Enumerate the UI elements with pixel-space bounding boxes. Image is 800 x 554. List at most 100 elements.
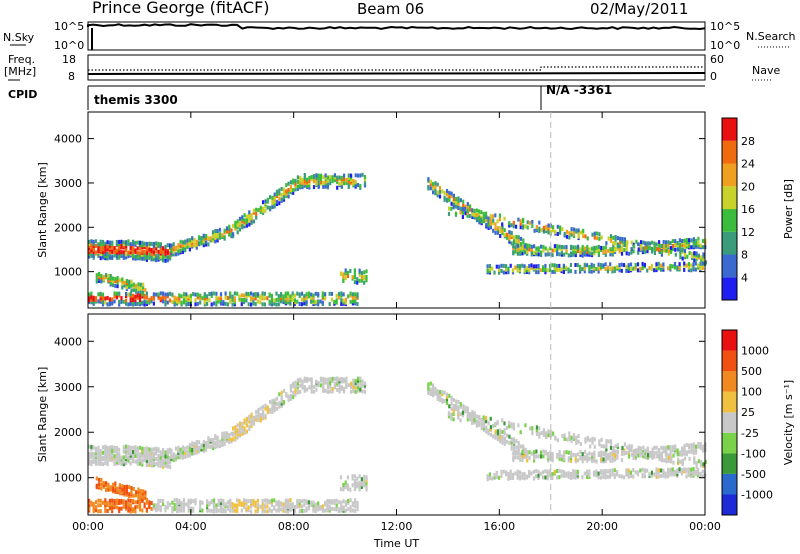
data-cell-1593: [584, 439, 587, 444]
data-cell-247: [172, 458, 175, 463]
data-cell-973: [291, 291, 294, 296]
data-cell-616: [105, 481, 108, 486]
data-cell-1682: [695, 464, 698, 469]
data-cell-1348: [590, 452, 594, 457]
data-cell-599: [95, 279, 98, 284]
data-cell-1518: [512, 220, 515, 225]
data-cell-1748: [542, 265, 545, 270]
data-cell-490: [301, 177, 304, 182]
data-cell-331: [216, 435, 219, 440]
data-cell-62: [106, 240, 109, 245]
data-cell-1568: [563, 231, 566, 236]
data-cell-429: [266, 405, 269, 410]
data-cell-919: [247, 499, 250, 504]
data-cell-419: [266, 205, 269, 210]
data-cell-408: [257, 418, 260, 423]
data-cell-1591: [586, 236, 589, 241]
data-cell-1441: [681, 242, 684, 247]
data-cell-283: [191, 448, 194, 452]
data-cell-1127: [448, 404, 451, 409]
data-cell-1592: [579, 442, 582, 446]
data-cell-1453: [688, 244, 691, 249]
data-cell-834: [196, 301, 199, 306]
data-cell-390: [248, 218, 251, 223]
data-cell-1705: [500, 269, 503, 273]
data-cell-8: [90, 459, 93, 464]
data-cell-1334: [595, 248, 598, 252]
data-cell-1376: [609, 451, 612, 456]
data-cell-1604: [609, 234, 613, 239]
data-cell-1753: [549, 268, 552, 273]
data-cell-733: [120, 506, 123, 511]
data-cell-421: [266, 197, 269, 202]
data-cell-370: [236, 423, 239, 428]
data-cell-1211: [499, 431, 502, 436]
data-cell-872: [224, 301, 227, 306]
data-cell-460: [285, 391, 288, 396]
data-cell-1946: [360, 477, 363, 482]
data-cell-1848: [643, 262, 646, 267]
data-cell-1634: [642, 240, 645, 245]
data-cell-355: [228, 224, 231, 229]
data-cell-1874: [676, 265, 679, 270]
data-cell-700: [97, 498, 100, 503]
data-cell-510: [315, 383, 318, 388]
data-cell-1849: [650, 470, 653, 475]
data-cell-531: [324, 184, 327, 189]
data-cell-397: [250, 421, 253, 426]
data-cell-581: [354, 383, 357, 388]
data-cell-857: [212, 291, 216, 296]
data-cell-1914: [339, 487, 343, 492]
data-cell-11: [90, 451, 93, 456]
data-cell-120: [127, 447, 130, 452]
data-cell-483: [296, 381, 299, 386]
data-cell-1123: [464, 211, 467, 216]
data-cell-708: [108, 297, 111, 302]
data-cell-880: [229, 294, 232, 299]
data-cell-64: [108, 254, 111, 259]
data-cell-1752: [551, 476, 554, 481]
data-cell-178: [145, 253, 148, 258]
data-cell-1238: [515, 439, 518, 443]
data-cell-1077: [349, 505, 352, 510]
data-cell-1556: [538, 431, 541, 436]
data-cell-945: [275, 291, 278, 296]
data-cell-464: [289, 396, 292, 401]
data-cell-675: [88, 298, 91, 303]
data-cell-1814: [609, 262, 612, 267]
data-cell-134: [134, 459, 137, 464]
data-cell-1257: [514, 451, 517, 456]
data-cell-1664: [670, 459, 673, 464]
data-cell-1645: [646, 447, 650, 452]
data-cell-736: [122, 504, 125, 509]
data-cell-724: [122, 299, 125, 304]
data-cell-1337: [583, 455, 587, 460]
data-cell-1831: [627, 266, 630, 271]
data-cell-881: [224, 504, 227, 509]
data-cell-1268: [549, 246, 552, 251]
power-colorbar-tick-2: 12: [741, 226, 755, 239]
data-cell-1829: [625, 264, 628, 269]
data-cell-1455: [688, 240, 691, 245]
data-cell-1279: [558, 244, 561, 249]
data-cell-26: [94, 239, 98, 244]
data-cell-1314: [581, 247, 584, 252]
data-cell-1056: [335, 503, 338, 508]
data-cell-383: [243, 218, 246, 223]
data-cell-1038: [324, 500, 327, 505]
data-cell-584: [356, 388, 360, 393]
data-cell-929: [254, 504, 257, 509]
data-cell-1676: [693, 251, 696, 256]
data-cell-955: [282, 297, 285, 302]
data-cell-177: [148, 457, 151, 462]
data-cell-971: [291, 297, 294, 302]
data-cell-1448: [669, 445, 672, 450]
data-cell-394: [248, 210, 251, 215]
data-cell-1772: [572, 475, 575, 480]
data-cell-943: [263, 498, 266, 503]
data-cell-594: [361, 389, 364, 394]
data-cell-679: [90, 300, 93, 305]
data-cell-126: [129, 449, 132, 453]
data-cell-844: [203, 296, 206, 301]
